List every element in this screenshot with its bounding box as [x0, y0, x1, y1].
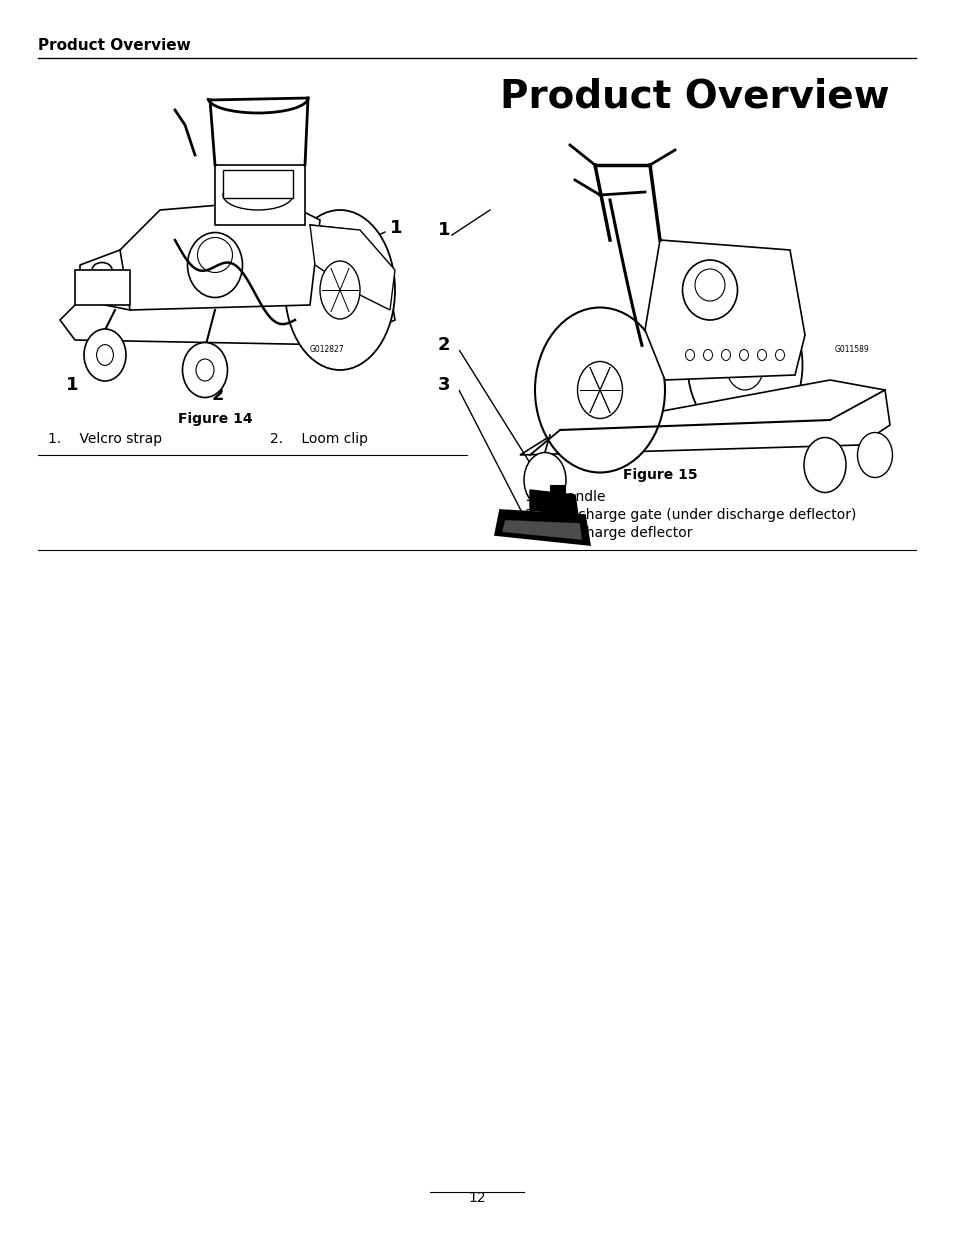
- Ellipse shape: [685, 350, 694, 361]
- Text: Figure 15: Figure 15: [622, 468, 697, 482]
- Text: 1.  Handle: 1. Handle: [524, 490, 605, 504]
- Ellipse shape: [182, 342, 227, 398]
- Ellipse shape: [857, 432, 892, 478]
- Text: 2.  Discharge gate (under discharge deflector): 2. Discharge gate (under discharge defle…: [524, 508, 856, 522]
- Ellipse shape: [739, 350, 748, 361]
- Bar: [550, 485, 564, 495]
- Polygon shape: [120, 200, 319, 310]
- Text: 1: 1: [437, 221, 450, 240]
- Text: 1.  Velcro strap: 1. Velcro strap: [48, 432, 162, 446]
- Ellipse shape: [577, 362, 622, 419]
- Text: Figure 14: Figure 14: [177, 412, 252, 426]
- Bar: [214, 165, 305, 225]
- Ellipse shape: [195, 359, 213, 382]
- Polygon shape: [644, 240, 804, 380]
- Ellipse shape: [720, 350, 730, 361]
- Ellipse shape: [84, 329, 126, 382]
- Text: Product Overview: Product Overview: [499, 78, 889, 116]
- Polygon shape: [519, 380, 889, 454]
- Text: G012827: G012827: [310, 345, 344, 354]
- Ellipse shape: [197, 237, 233, 273]
- Ellipse shape: [319, 261, 359, 319]
- Ellipse shape: [695, 269, 724, 301]
- Ellipse shape: [757, 350, 765, 361]
- Text: 2.  Loom clip: 2. Loom clip: [270, 432, 368, 446]
- Text: 1: 1: [390, 219, 402, 237]
- Ellipse shape: [702, 350, 712, 361]
- Text: 12: 12: [468, 1191, 485, 1205]
- Text: 3.  Discharge deflector: 3. Discharge deflector: [524, 526, 692, 540]
- Polygon shape: [530, 490, 578, 515]
- Bar: [260, 175, 280, 193]
- Text: 1: 1: [66, 375, 78, 394]
- Ellipse shape: [681, 261, 737, 320]
- Ellipse shape: [223, 180, 293, 210]
- Polygon shape: [60, 285, 395, 345]
- Text: Product Overview: Product Overview: [38, 38, 191, 53]
- Ellipse shape: [803, 437, 845, 493]
- Text: G011589: G011589: [834, 345, 869, 354]
- Bar: [225, 175, 245, 193]
- Bar: [75, 270, 130, 305]
- Bar: [223, 170, 293, 198]
- Polygon shape: [501, 520, 581, 540]
- Ellipse shape: [775, 350, 783, 361]
- Ellipse shape: [687, 290, 801, 440]
- Ellipse shape: [188, 232, 242, 298]
- Text: 2: 2: [437, 336, 450, 354]
- Polygon shape: [310, 225, 395, 310]
- Ellipse shape: [285, 210, 395, 370]
- Polygon shape: [495, 510, 589, 545]
- Ellipse shape: [523, 452, 565, 508]
- Ellipse shape: [96, 345, 113, 366]
- Text: 2: 2: [212, 387, 224, 404]
- Text: 3: 3: [437, 375, 450, 394]
- Ellipse shape: [535, 308, 664, 473]
- Ellipse shape: [725, 340, 763, 390]
